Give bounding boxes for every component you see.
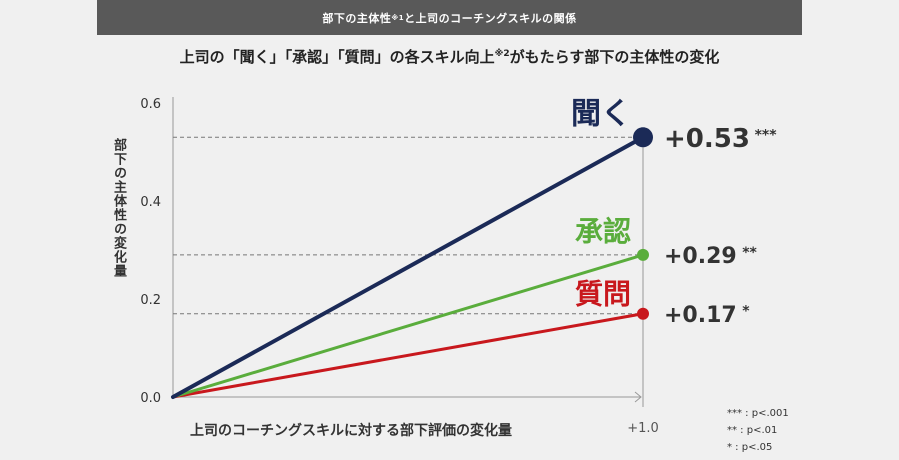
subtitle-rest: がもたらす部下の主体性の変化 <box>509 48 720 66</box>
sig-legend-item: * : p<.05 <box>727 442 773 453</box>
series-line <box>171 135 645 399</box>
series-line <box>171 312 645 399</box>
series-endpoint <box>637 307 649 320</box>
series-endpoint <box>637 248 649 261</box>
series-value-label: +0.29 <box>664 244 737 269</box>
y-tick-label: 0.2 <box>140 293 161 308</box>
sig-legend-item: *** : p<.001 <box>727 408 789 419</box>
x-axis-arrow <box>634 391 642 403</box>
y-tick-label: 0.0 <box>140 391 161 406</box>
significance-stars: *** <box>755 127 778 143</box>
header-title-main: 部下の主体性 <box>322 11 392 25</box>
series-name-label: 承認 <box>575 215 631 248</box>
significance-legend: *** : p<.001 ** : p<.01 * : p<.05 <box>727 405 789 456</box>
y-tick-label: 0.4 <box>140 195 161 210</box>
header-title-note: ※1 <box>391 13 405 22</box>
x-tick-label: +1.0 <box>627 421 659 436</box>
y-axis-label: 部下の主体性の変化量 <box>111 138 126 278</box>
subtitle-main: 上司の「聞く」「承認」「質問」の各スキル向上 <box>179 48 495 66</box>
header-bar: 部下の主体性 ※1 と上司のコーチングスキルの関係 <box>97 0 802 35</box>
subtitle-note: ※2 <box>494 49 510 59</box>
x-axis-label: 上司のコーチングスキルに対する部下評価の変化量 <box>190 423 512 439</box>
series-line <box>171 253 645 399</box>
series-value-label: +0.53 <box>664 124 750 154</box>
series-endpoint <box>633 127 653 148</box>
sig-legend-item: ** : p<.01 <box>727 425 778 436</box>
chart-subtitle: 上司の「聞く」「承認」「質問」の各スキル向上※2がもたらす部下の主体性の変化 <box>0 46 899 67</box>
series-name-label: 聞く <box>571 96 631 131</box>
series-value-label: +0.17 <box>664 303 737 328</box>
series-name-label: 質問 <box>575 278 631 311</box>
header-title-rest: と上司のコーチングスキルの関係 <box>404 11 577 25</box>
significance-stars: * <box>742 304 750 320</box>
y-tick-label: 0.6 <box>140 97 161 112</box>
significance-stars: ** <box>742 245 757 261</box>
